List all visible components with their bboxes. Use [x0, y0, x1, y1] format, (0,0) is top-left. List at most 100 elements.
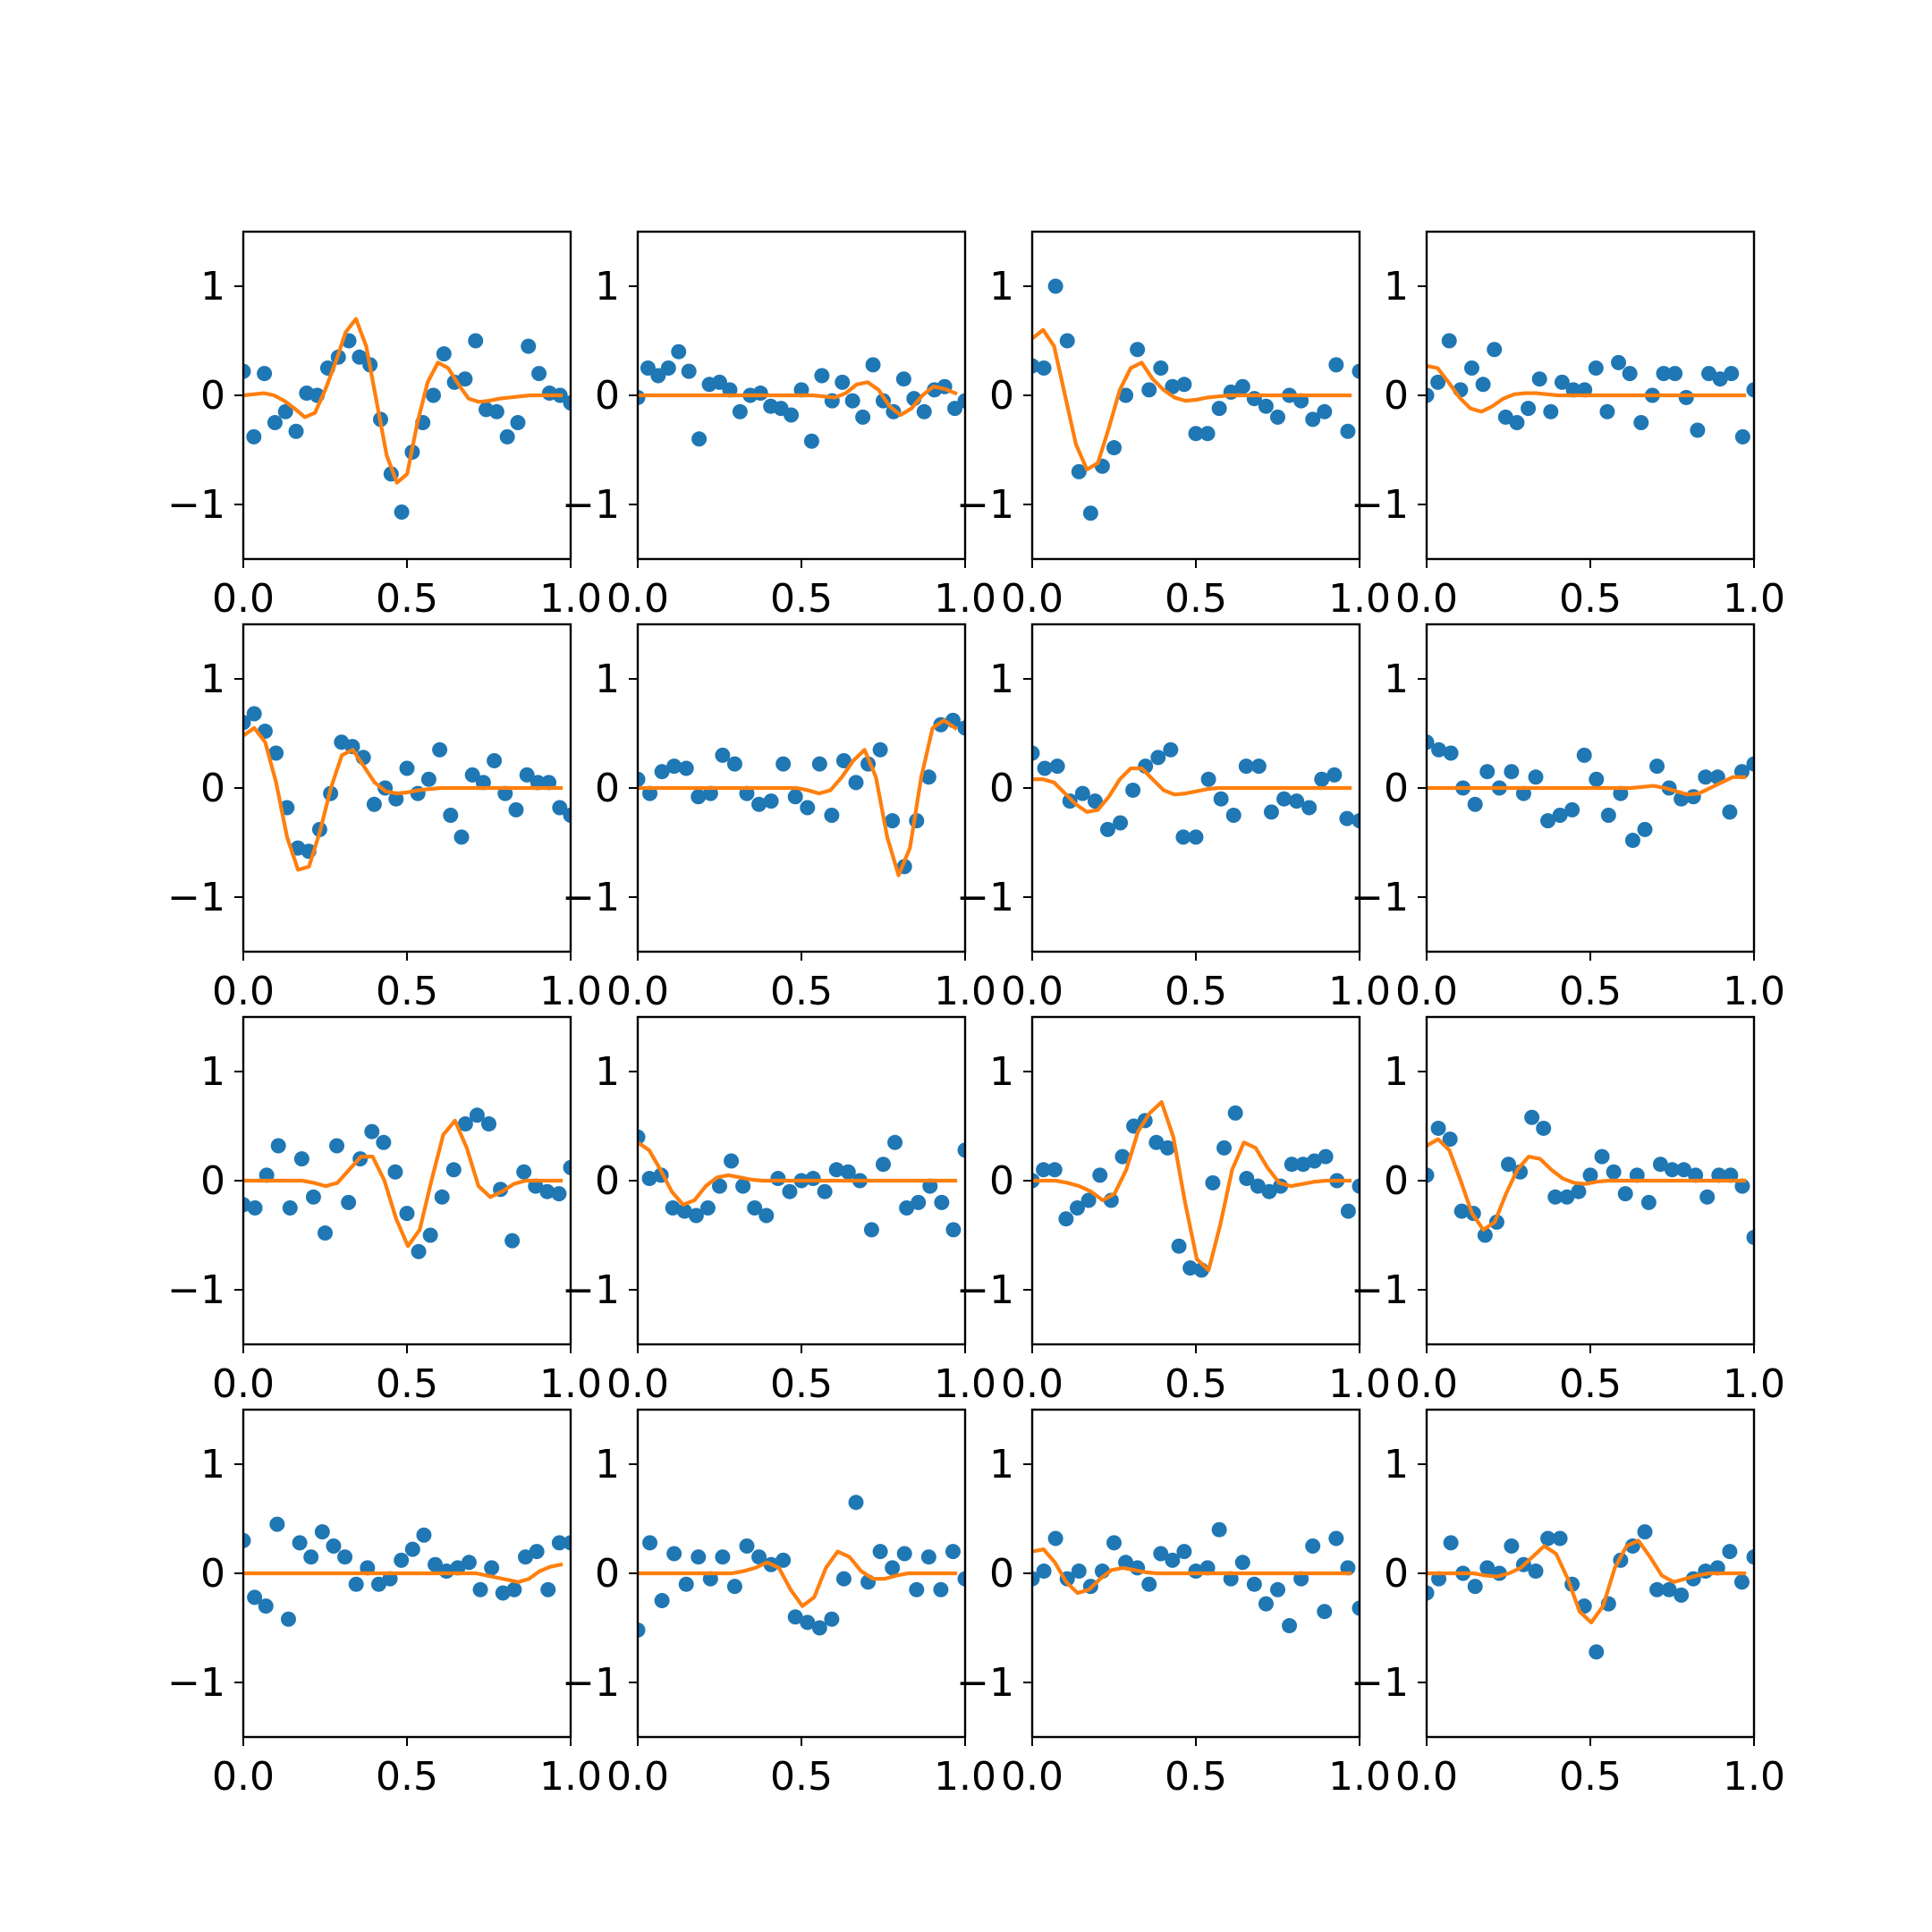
scatter-point — [469, 1107, 485, 1123]
scatter-point — [735, 1178, 751, 1194]
scatter-point — [1080, 1192, 1097, 1208]
x-tick-label: 1.0 — [934, 969, 996, 1014]
scatter-point — [865, 357, 881, 373]
scatter-point — [945, 1222, 962, 1238]
subplot-3-3: 0.0 0.5 1.0 −1 0 1 — [956, 1015, 1391, 1407]
scatter-point — [461, 1555, 477, 1571]
scatter-point — [835, 753, 852, 768]
y-tick-label: −1 — [167, 482, 225, 528]
scatter-point — [678, 1576, 694, 1592]
scatter-point — [1746, 1549, 1754, 1565]
scatter-point — [1441, 333, 1457, 349]
y-tick-label: 0 — [1384, 373, 1409, 419]
y-tick-label: 1 — [989, 657, 1014, 702]
subplot-4-3: 0.0 0.5 1.0 −1 0 1 — [956, 1408, 1391, 1800]
scatter-point — [329, 1138, 345, 1154]
scatter-point — [920, 769, 936, 785]
x-tick-label: 1.0 — [1328, 576, 1391, 622]
plot-data — [1032, 278, 1360, 521]
scatter-point — [292, 1535, 308, 1551]
y-tick-label: 1 — [200, 1049, 225, 1095]
scatter-point — [1165, 378, 1181, 394]
scatter-point — [1282, 1618, 1298, 1634]
fitted-line — [638, 718, 958, 877]
scatter-point — [1059, 333, 1075, 349]
scatter-point — [1722, 1544, 1738, 1560]
scatter-point — [366, 796, 382, 812]
x-tick-label: 0.0 — [1395, 1754, 1458, 1800]
x-tick-label: 1.0 — [934, 1754, 996, 1800]
scatter-point — [1746, 1229, 1754, 1245]
scatter-point — [540, 1581, 556, 1597]
scatter-point — [1488, 1214, 1504, 1230]
scatter-point — [436, 346, 452, 362]
scatter-point — [1652, 1157, 1668, 1173]
y-tick-label: 1 — [200, 657, 225, 702]
subplot-1-3: 0.0 0.5 1.0 −1 0 1 — [956, 230, 1391, 622]
scatter-point — [1106, 1535, 1122, 1551]
scatter-point — [1734, 428, 1750, 445]
scatter-point — [1153, 360, 1169, 376]
scatter-point — [268, 745, 284, 761]
scatter-point — [1270, 409, 1285, 425]
y-tick-label: 1 — [989, 1049, 1014, 1095]
plot-data — [243, 317, 571, 521]
y-tick-label: 1 — [1384, 1442, 1409, 1487]
scatter-point — [1328, 1530, 1344, 1546]
scatter-point — [472, 1581, 488, 1597]
scatter-point — [428, 1556, 444, 1572]
scatter-point — [1036, 1162, 1052, 1178]
scatter-point — [1722, 804, 1738, 820]
scatter-point — [1305, 411, 1321, 428]
fitted-line — [1427, 775, 1747, 797]
x-tick-label: 0.0 — [1001, 969, 1063, 1014]
subplot-4-1: 0.0 0.5 1.0 −1 0 1 — [167, 1408, 602, 1800]
x-tick-label: 0.5 — [376, 969, 438, 1014]
scatter-point — [699, 1200, 716, 1216]
scatter-point — [487, 753, 503, 768]
scatter-point — [1046, 1162, 1063, 1178]
scatter-point — [1649, 1581, 1665, 1597]
x-tick-label: 0.0 — [212, 1754, 275, 1800]
scatter-point — [1559, 1189, 1575, 1205]
scatter-point — [638, 1129, 646, 1145]
scatter-point — [665, 1200, 681, 1216]
scatter-point — [1552, 1530, 1568, 1546]
scatter-point — [1467, 1579, 1483, 1595]
scatter-point — [1352, 363, 1360, 379]
plot-data — [1427, 1109, 1754, 1245]
fitted-line — [243, 317, 564, 485]
scatter-point — [1746, 382, 1754, 398]
scatter-point — [422, 1227, 438, 1243]
x-tick-label: 1.0 — [539, 969, 602, 1014]
scatter-point — [1685, 789, 1701, 805]
scatter-point — [1318, 1148, 1334, 1165]
scatter-point — [844, 393, 860, 409]
scatter-point — [1665, 1162, 1680, 1178]
scatter-point — [1676, 1162, 1692, 1178]
scatter-point — [805, 1171, 821, 1187]
scatter-point — [1430, 1120, 1446, 1136]
scatter-point — [899, 1200, 915, 1216]
scatter-point — [1284, 1157, 1300, 1173]
scatter-point — [1159, 1140, 1175, 1156]
scatter-point — [848, 1495, 864, 1511]
subplot-3-4: 0.0 0.5 1.0 −1 0 1 — [1351, 1015, 1785, 1407]
scatter-point — [1543, 403, 1559, 419]
x-tick-label: 1.0 — [1328, 1754, 1391, 1800]
x-tick-label: 1.0 — [1723, 1754, 1785, 1800]
plot-data — [1427, 734, 1754, 849]
scatter-point — [800, 800, 816, 816]
subplot-1-1: 0.0 0.5 1.0 −1 0 1 — [167, 230, 602, 622]
scatter-point — [775, 1552, 792, 1568]
scatter-point — [1576, 747, 1592, 763]
scatter-point — [1153, 1546, 1169, 1562]
scatter-point — [1477, 1227, 1493, 1243]
scatter-point — [676, 1203, 692, 1219]
scatter-point — [1199, 426, 1216, 442]
scatter-point — [1234, 1555, 1250, 1571]
scatter-point — [1200, 771, 1216, 787]
scatter-point — [1649, 758, 1665, 775]
y-tick-label: 1 — [989, 1442, 1014, 1487]
scatter-point — [1130, 342, 1146, 358]
